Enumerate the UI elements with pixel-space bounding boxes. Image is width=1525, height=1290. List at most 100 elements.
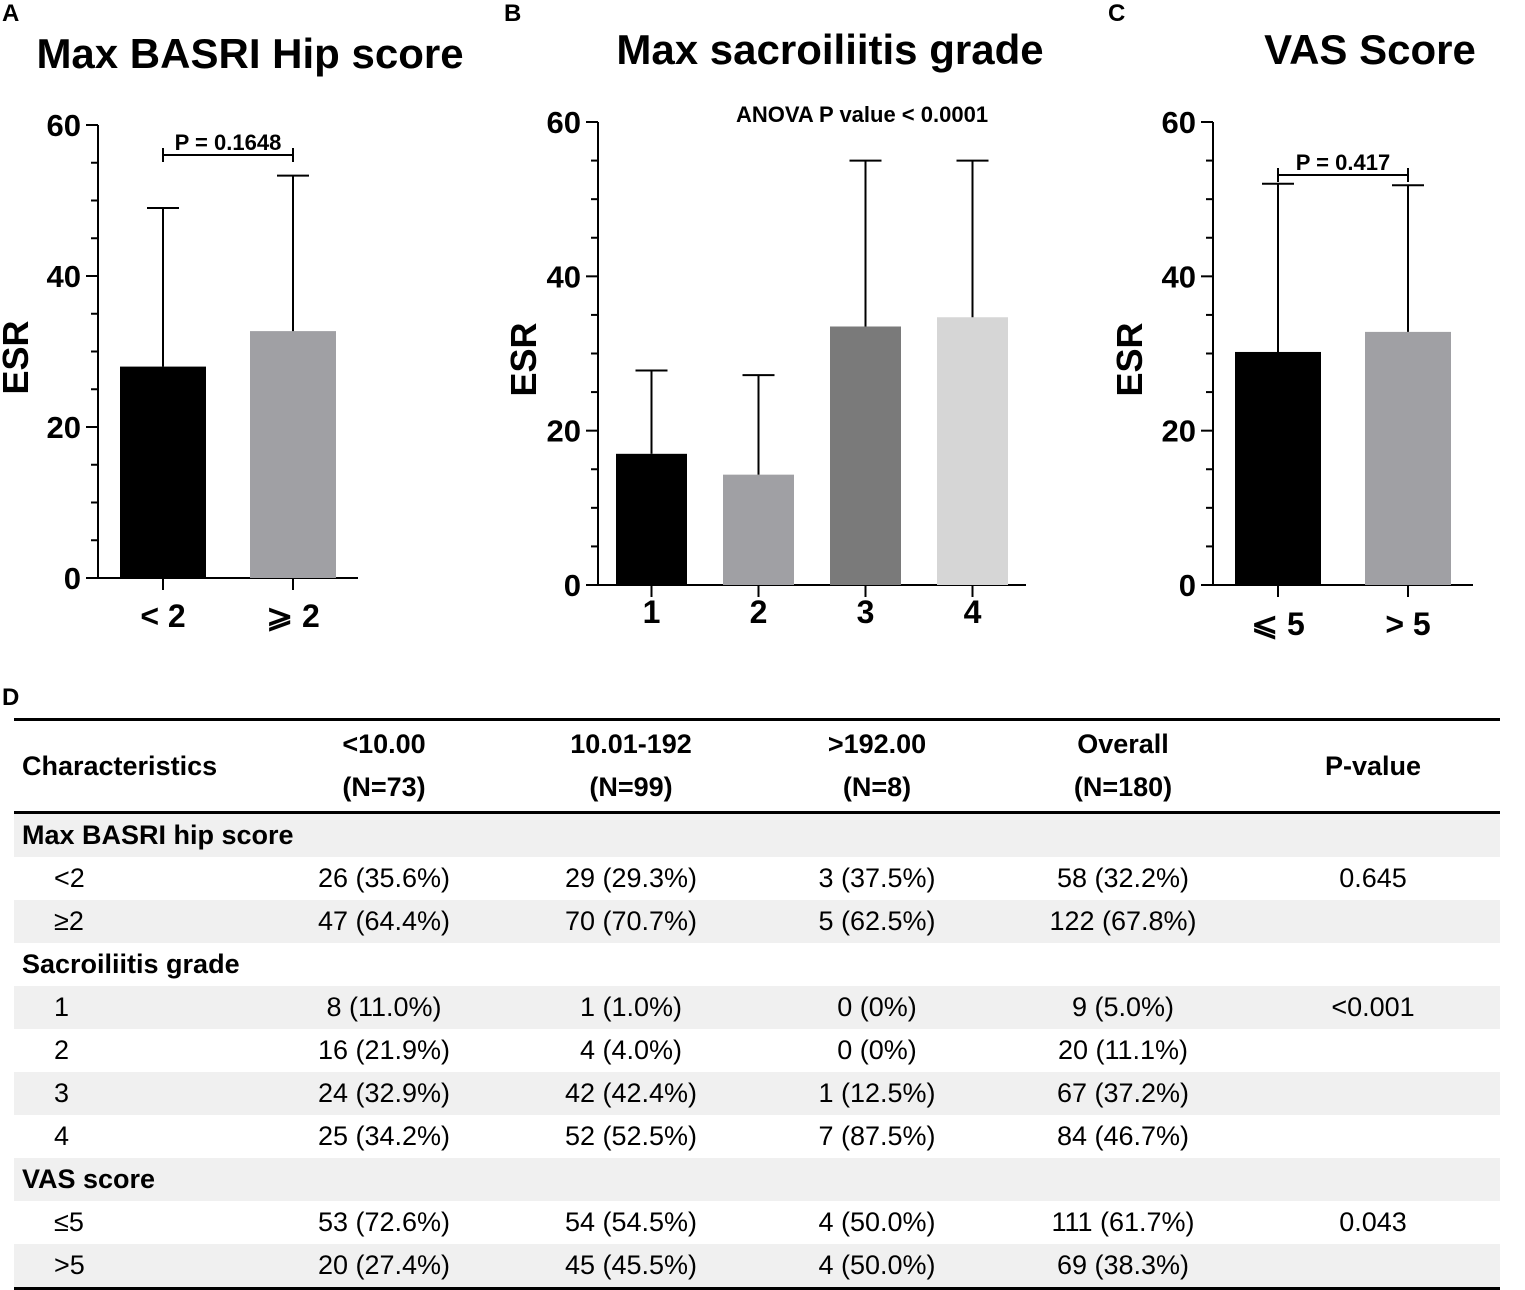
y-tick-label: 0: [1179, 568, 1196, 603]
cell-overall: 9 (5.0%): [1071, 992, 1175, 1022]
header-line-2: (N=99): [589, 772, 673, 802]
chart-c-title: VAS Score: [1264, 26, 1476, 73]
table-header-row: Characteristics <10.00 (N=73) 10.01-192 (N=9…: [14, 719, 1500, 813]
chart-b: 0 20 40 60 ESR 1 2 3 4 ANOVA P value < 0.0001: [503, 102, 1026, 630]
p-value-annotation: ANOVA P value < 0.0001: [736, 102, 988, 127]
panel-letter-a: A: [2, 0, 20, 27]
cell-low: 26 (35.6%): [317, 863, 451, 893]
p-value-annotation: P = 0.1648: [175, 130, 282, 155]
x-tick-label: < 2: [140, 598, 185, 634]
y-tick-label: 60: [47, 108, 81, 143]
bar: [1365, 331, 1451, 585]
cell-p-value: [1246, 900, 1500, 943]
chart-b-title: Max sacroiliitis grade: [616, 26, 1044, 73]
chart-a-title: Max BASRI Hip score: [36, 30, 464, 77]
p-value-annotation: P = 0.417: [1296, 150, 1390, 175]
bar: [250, 331, 336, 578]
group-label: Max BASRI hip score: [22, 820, 294, 850]
header-line-1: Overall: [1077, 729, 1169, 759]
cell-p-value: 0.043: [1339, 1207, 1407, 1237]
cell-high: 1 (12.5%): [818, 1078, 936, 1108]
row-label: 1: [54, 992, 70, 1022]
cell-high: 0 (0%): [837, 992, 917, 1022]
x-tick-label: ⩾ 2: [266, 598, 320, 634]
table-row: ≥2 47 (64.4%) 70 (70.7%) 5 (62.5%) 122 (67.8…: [14, 900, 1500, 943]
table-row: ≤5 53 (72.6%) 54 (54.5%) 4 (50.0%) 111 (61.7…: [14, 1201, 1500, 1244]
cell-overall: 67 (37.2%): [1056, 1078, 1190, 1108]
y-tick-label: 0: [564, 568, 581, 603]
row-label: ≤5: [54, 1207, 84, 1237]
bar: [830, 326, 901, 585]
cell-p-value: <0.001: [1331, 992, 1415, 1022]
bar: [937, 317, 1008, 585]
cell-p-value: 0.645: [1339, 863, 1407, 893]
y-axis-label: ESR: [1109, 322, 1150, 396]
table-row: 2 16 (21.9%) 4 (4.0%) 0 (0%) 20 (11.1%): [14, 1029, 1500, 1072]
x-tick-label: 2: [750, 594, 768, 630]
x-tick-label: > 5: [1385, 606, 1430, 642]
header-line-2: (N=180): [1073, 772, 1173, 802]
cell-high: 4 (50.0%): [818, 1250, 936, 1280]
table-header-cell: <10.00 (N=73): [260, 720, 508, 813]
group-label: Sacroiliitis grade: [22, 949, 240, 979]
table-header-cell: Characteristics: [14, 720, 260, 813]
table-row: 1 8 (11.0%) 1 (1.0%) 0 (0%) 9 (5.0%) <0.001: [14, 986, 1500, 1029]
cell-high: 5 (62.5%): [818, 906, 936, 936]
y-tick-label: 0: [64, 561, 81, 596]
bar: [120, 366, 206, 578]
table-header-cell: Overall (N=180): [1000, 720, 1246, 813]
chart-c: 0 20 40 60 ESR ⩽ 5 > 5 P = 0.417: [1109, 105, 1473, 642]
cell-high: 7 (87.5%): [818, 1121, 936, 1151]
table-group-row: Sacroiliitis grade: [14, 943, 1500, 986]
header-line-1: P-value: [1324, 750, 1422, 781]
cell-high: 4 (50.0%): [818, 1207, 936, 1237]
y-tick-label: 20: [47, 410, 81, 445]
y-tick-label: 60: [547, 105, 581, 140]
cell-high: 3 (37.5%): [818, 863, 936, 893]
y-axis-label: ESR: [503, 322, 544, 396]
cell-mid: 45 (45.5%): [564, 1250, 698, 1280]
header-line-2: (N=73): [342, 772, 426, 802]
cell-mid: 1 (1.0%): [579, 992, 683, 1022]
row-label: 4: [54, 1121, 70, 1151]
x-tick-label: ⩽ 5: [1251, 606, 1305, 642]
panel-letter-d: D: [2, 684, 20, 711]
bar: [723, 474, 794, 585]
y-tick-label: 40: [1162, 259, 1196, 294]
cell-low: 20 (27.4%): [317, 1250, 451, 1280]
table-group-row: Max BASRI hip score: [14, 812, 1500, 857]
cell-overall: 122 (67.8%): [1049, 906, 1197, 936]
table-header-cell: P-value: [1246, 720, 1500, 813]
cell-overall: 20 (11.1%): [1057, 1035, 1189, 1065]
y-tick-label: 40: [547, 259, 581, 294]
row-label: 2: [54, 1035, 70, 1065]
header-line-1: <10.00: [342, 729, 426, 759]
cell-overall: 69 (38.3%): [1056, 1250, 1190, 1280]
row-label: >5: [54, 1250, 85, 1280]
cell-mid: 54 (54.5%): [564, 1207, 698, 1237]
cell-low: 24 (32.9%): [317, 1078, 451, 1108]
cell-overall: 111 (61.7%): [1051, 1207, 1195, 1237]
x-tick-label: 4: [964, 594, 982, 630]
cell-low: 25 (34.2%): [317, 1121, 451, 1151]
header-line-2: (N=8): [842, 772, 912, 802]
table-row: <2 26 (35.6%) 29 (29.3%) 3 (37.5%) 58 (32.2%…: [14, 857, 1500, 900]
row-label: <2: [54, 863, 85, 893]
characteristics-table: Characteristics <10.00 (N=73) 10.01-192 (N=9…: [14, 718, 1500, 1290]
y-tick-label: 20: [1162, 414, 1196, 449]
x-tick-label: 3: [857, 594, 875, 630]
table-header-cell: 10.01-192 (N=99): [508, 720, 754, 813]
chart-a: 0 20 40 60 ESR < 2 ⩾ 2 P = 0.1648: [0, 108, 358, 634]
cell-low: 16 (21.9%): [317, 1035, 451, 1065]
cell-mid: 52 (52.5%): [564, 1121, 698, 1151]
panel-letter-c: C: [1108, 0, 1126, 27]
cell-low: 53 (72.6%): [317, 1207, 451, 1237]
row-label: ≥2: [54, 906, 84, 936]
panel-letter-b: B: [504, 0, 522, 27]
y-tick-label: 20: [547, 414, 581, 449]
cell-mid: 4 (4.0%): [579, 1035, 683, 1065]
header-line-1: 10.01-192: [570, 729, 692, 759]
header-line-1: Characteristics: [22, 750, 218, 781]
header-line-1: >192.00: [827, 729, 927, 759]
